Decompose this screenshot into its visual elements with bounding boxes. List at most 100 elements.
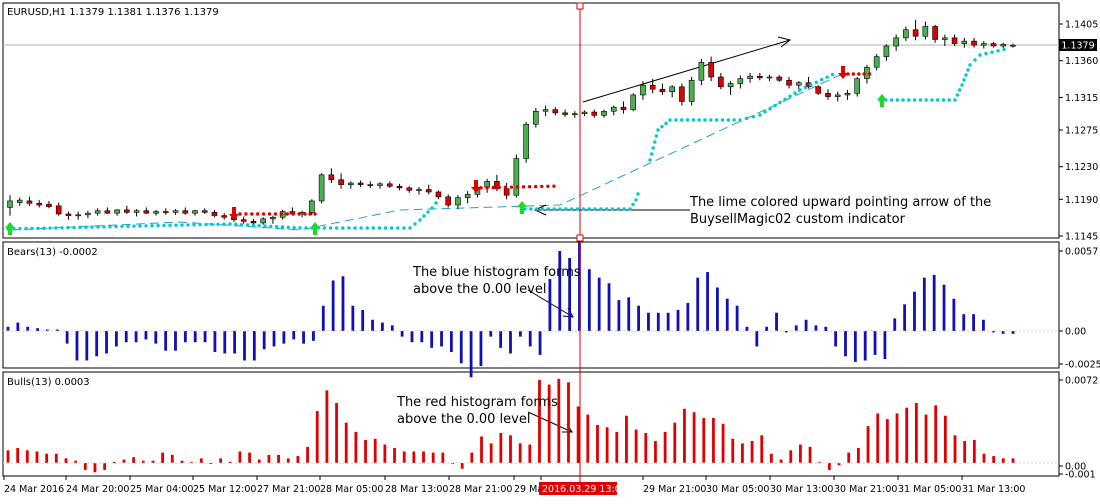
bulls-histogram-bar xyxy=(441,452,445,463)
bulls-tick-label: -0.001 xyxy=(1065,470,1096,481)
bull-candle xyxy=(610,106,617,112)
bears-tick-label: 0.0057 xyxy=(1065,247,1098,258)
crosshair-handle-top[interactable] xyxy=(576,2,584,10)
bears-histogram-bar xyxy=(459,331,463,364)
bull-candle xyxy=(270,216,276,220)
indicator-dot xyxy=(830,72,835,77)
indicator-dot xyxy=(569,207,574,211)
bear-candle xyxy=(620,106,627,110)
bull-candle xyxy=(133,210,140,213)
indicator-dot xyxy=(18,227,22,231)
indicator-dot xyxy=(1002,47,1006,52)
bears-histogram-bar xyxy=(400,331,404,337)
indicator-dot xyxy=(996,49,1000,53)
indicator-dot xyxy=(763,110,767,114)
bears-histogram-bar xyxy=(420,331,424,343)
time-axis-label: 28 Mar 13:00 xyxy=(385,484,448,495)
signal-arrows xyxy=(5,66,887,235)
bears-tick-label: -0.0025 xyxy=(1065,360,1100,371)
bears-histogram-bar xyxy=(55,329,59,331)
price-tick-label: 1.1275 xyxy=(1065,126,1098,137)
bear-candle xyxy=(182,210,189,214)
blue-hist-annotation-line2: above the 0.00 level xyxy=(413,282,546,297)
indicator-dot xyxy=(901,98,905,102)
bear-candle xyxy=(386,183,393,187)
indicator-dot xyxy=(150,224,154,228)
bears-histogram-bar xyxy=(154,331,158,344)
bears-histogram-bar xyxy=(883,331,887,360)
bull-candle xyxy=(455,197,461,206)
bulls-histogram-bar xyxy=(547,384,551,463)
bulls-histogram-bar xyxy=(228,461,232,463)
bull-candle xyxy=(698,62,705,81)
bulls-histogram-bar xyxy=(170,454,174,463)
bears-histogram-bar xyxy=(538,331,542,355)
price-tick-label: 1.1315 xyxy=(1065,93,1098,104)
indicator-dot xyxy=(593,207,597,211)
indicator-dot xyxy=(803,85,808,90)
bulls-histogram-bar xyxy=(267,454,271,463)
bulls-histogram-bar xyxy=(567,382,570,463)
indicator-dot xyxy=(228,222,232,226)
bears-histogram-bar xyxy=(775,312,778,331)
indicator-dot xyxy=(138,224,142,228)
bear-candle xyxy=(776,76,783,81)
bears-histogram-bar xyxy=(794,325,798,331)
indicator-dot xyxy=(758,113,762,117)
crosshair-handle-mid[interactable] xyxy=(576,234,584,242)
bear-candle xyxy=(825,93,831,97)
bull-candle xyxy=(747,75,753,79)
indicator-dot xyxy=(697,118,701,122)
bear-candle xyxy=(591,111,598,116)
bull-candle xyxy=(75,214,81,217)
bears-histogram-bar xyxy=(765,326,769,331)
bull-candle xyxy=(523,123,529,159)
indicator-dot xyxy=(651,146,655,150)
indicator-dot xyxy=(114,224,118,229)
indicator-dot xyxy=(732,118,736,122)
indicator-dot xyxy=(96,225,100,229)
bear-candle xyxy=(163,211,169,213)
bulls-histogram-bar xyxy=(306,446,309,463)
bulls-histogram-bar xyxy=(83,463,87,470)
bear-candle xyxy=(990,43,997,47)
time-axis: 24 Mar 2016 24 Mar 20:00 25 Mar 04:00 25 Ma… xyxy=(3,476,1025,495)
bulls-histogram-bar xyxy=(625,415,628,463)
indicator-dot xyxy=(251,223,256,228)
bulls-histogram-bar xyxy=(779,459,783,463)
bull-candle xyxy=(1000,44,1007,47)
indicator-dot xyxy=(751,114,756,119)
bear-candle xyxy=(912,29,919,37)
bulls-histogram-bar xyxy=(199,458,203,463)
bulls-histogram-bar xyxy=(64,458,68,463)
bulls-histogram-bar xyxy=(934,405,938,463)
indicator-dot xyxy=(515,185,520,189)
indicator-dot xyxy=(120,224,124,229)
indicator-dot xyxy=(955,93,960,97)
bull-candle xyxy=(260,218,266,224)
bear-candle xyxy=(357,182,364,185)
bears-histogram-bar xyxy=(735,305,739,331)
indicator-dot xyxy=(907,98,911,102)
bulls-histogram-bar xyxy=(992,456,996,463)
indicator-dot xyxy=(820,78,824,82)
bears-histogram-bar xyxy=(824,326,828,331)
bears-histogram-bar xyxy=(262,331,266,350)
indicator-dot xyxy=(36,226,40,231)
bull-candle xyxy=(795,82,802,86)
bears-histogram-bar xyxy=(686,302,690,331)
bears-histogram-bar xyxy=(134,331,138,343)
bears-histogram-bar xyxy=(952,298,956,331)
bulls-histogram-bar xyxy=(315,411,319,463)
bull-candle xyxy=(980,43,987,46)
bull-candle xyxy=(153,211,159,214)
bulls-histogram-bar xyxy=(518,443,522,463)
indicator-dot xyxy=(709,118,713,122)
bulls-histogram-bar xyxy=(692,412,696,463)
bulls-histogram-bar xyxy=(750,441,754,463)
bears-histogram-bar xyxy=(568,258,572,331)
bull-candle xyxy=(571,113,578,115)
bulls-histogram-bar xyxy=(74,460,78,463)
